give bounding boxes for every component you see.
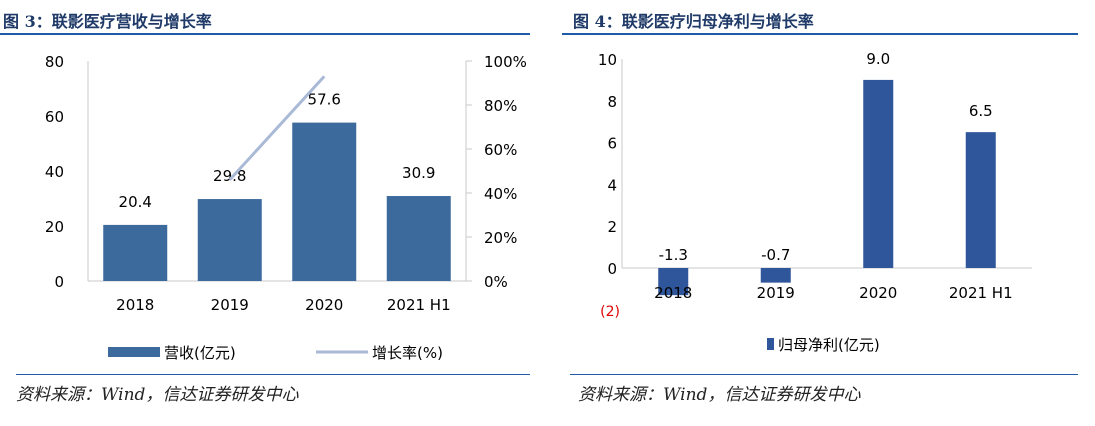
figure-3-bottom-rule <box>16 374 530 375</box>
net-profit-data-label: 6.5 <box>969 102 993 120</box>
net-profit-data-label: -0.7 <box>761 246 790 264</box>
y2-tick-label: 100% <box>484 53 527 71</box>
legend-net-profit-label: 归母净利(亿元) <box>778 336 880 354</box>
x-tick-label: 2019 <box>757 284 795 302</box>
y-tick-label-negative: (2) <box>600 304 620 320</box>
revenue-chart: 20.4 29.8 57.6 30.9 0 20 40 60 80 0% 20% 40% 60% 80%… <box>45 53 527 362</box>
y2-tick-label: 0% <box>484 273 508 291</box>
revenue-data-label: 20.4 <box>119 193 152 211</box>
x-tick-label: 2021 H1 <box>949 284 1013 302</box>
figure-4-number: 图 4： <box>573 12 622 31</box>
y-tick-label: 20 <box>45 218 64 236</box>
figure-4-title-text: 联影医疗归母净利与增长率 <box>621 12 814 31</box>
figure-3-panel: 图 3：联影医疗营收与增长率 20.4 29.8 57.6 30.9 0 20 40 60 8… <box>0 0 530 426</box>
revenue-bar <box>386 196 451 281</box>
figure-4-source: 资料来源：Wind，信达证券研发中心 <box>578 385 861 405</box>
net-profit-data-label: 9.0 <box>866 50 890 68</box>
y-tick-label: 80 <box>45 53 64 71</box>
y-tick-label: 10 <box>598 51 617 69</box>
legend-revenue-swatch <box>108 347 160 357</box>
revenue-bar <box>197 199 262 281</box>
y-tick-label: 4 <box>607 176 617 194</box>
y-tick-label: 0 <box>607 260 617 278</box>
y-tick-label: 0 <box>54 273 64 291</box>
net-profit-bar <box>965 132 996 268</box>
figure-3-title-text: 联影医疗营收与增长率 <box>51 12 212 31</box>
legend-net-profit-swatch <box>767 338 774 350</box>
revenue-data-label: 57.6 <box>308 91 341 109</box>
y2-tick-label: 60% <box>484 141 517 159</box>
x-tick-label: 2020 <box>859 284 897 302</box>
legend-revenue-label: 营收(亿元) <box>164 344 236 362</box>
revenue-data-label: 29.8 <box>213 167 246 185</box>
y-tick-label: 6 <box>607 135 617 153</box>
revenue-bar <box>292 122 357 281</box>
net-profit-chart: -1.3 -0.7 9.0 6.5 0 2 4 6 8 10 (2) 2018 2019 2020 202… <box>598 50 1032 354</box>
figure-3-source: 资料来源：Wind，信达证券研发中心 <box>16 385 299 405</box>
figure-3-top-rule <box>0 33 530 35</box>
net-profit-data-label: -1.3 <box>659 246 688 264</box>
figure-4-title: 图 4：联影医疗归母净利与增长率 <box>573 8 814 32</box>
revenue-data-label: 30.9 <box>402 164 435 182</box>
growth-rate-line <box>228 75 326 181</box>
x-tick-label: 2018 <box>654 284 692 302</box>
y2-tick-label: 80% <box>484 97 517 115</box>
x-tick-label: 2020 <box>305 296 343 314</box>
net-profit-bar <box>863 79 894 269</box>
y-tick-label: 40 <box>45 163 64 181</box>
x-tick-label: 2021 H1 <box>387 296 451 314</box>
figure-3-number: 图 3： <box>3 12 52 31</box>
legend-growth-label: 增长率(%) <box>372 344 443 362</box>
y-tick-label: 8 <box>607 93 617 111</box>
net-profit-bar <box>760 268 791 283</box>
y-tick-label: 60 <box>45 108 64 126</box>
figure-3-title: 图 3：联影医疗营收与增长率 <box>3 8 212 32</box>
x-tick-label: 2019 <box>211 296 249 314</box>
x-tick-label: 2018 <box>116 296 154 314</box>
y-tick-label: 2 <box>607 218 617 236</box>
figure-4-bottom-rule <box>570 374 1078 375</box>
net-profit-bar <box>658 268 689 296</box>
y2-tick-label: 40% <box>484 185 517 203</box>
revenue-bar <box>103 224 168 281</box>
figure-4-top-rule <box>562 33 1078 35</box>
figure-4-panel: 图 4：联影医疗归母净利与增长率 -1.3 -0.7 9.0 6.5 0 2 4 6 8 10 (… <box>562 0 1095 426</box>
y2-tick-label: 20% <box>484 229 517 247</box>
